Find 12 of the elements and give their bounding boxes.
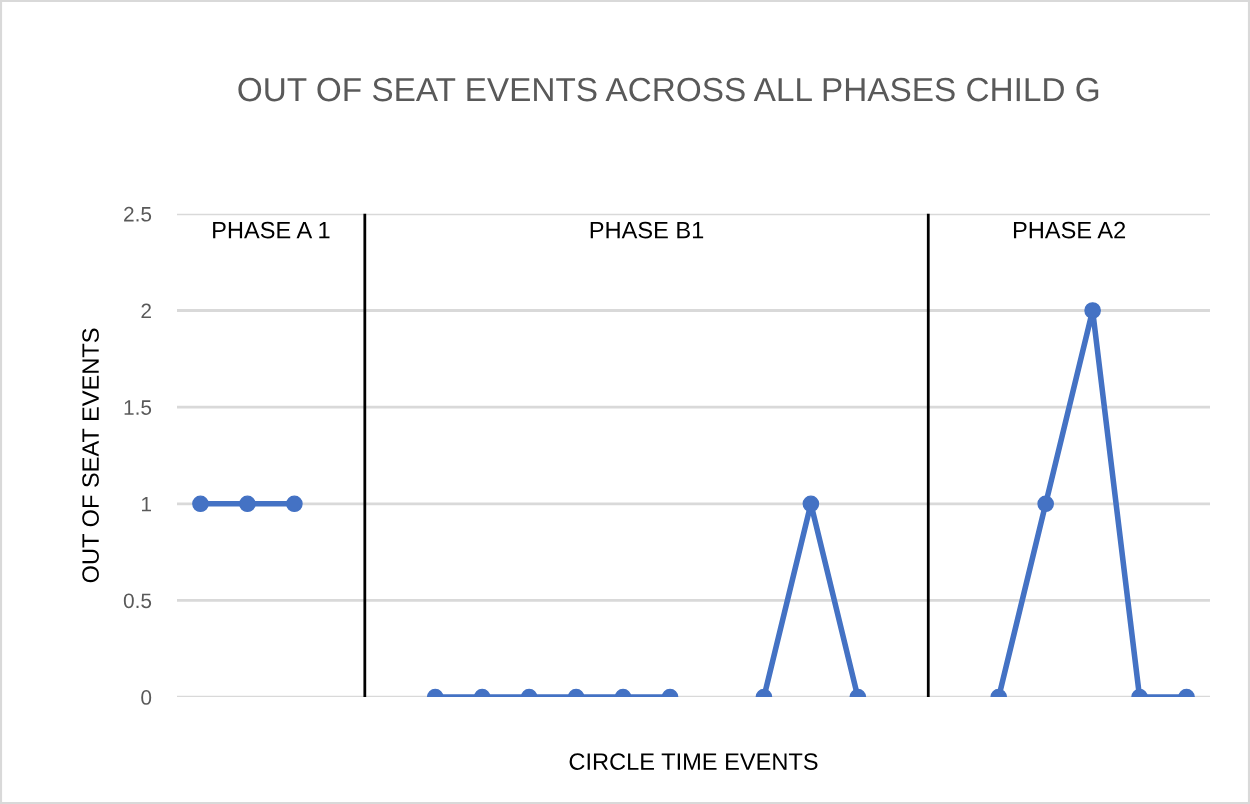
annotation: PHASE A 1 — [213, 221, 330, 239]
y-tick-label: 1.5 — [124, 400, 152, 415]
chart-title: OUT OF SEAT EVENTS ACROSS ALL PHASES CHILD G — [238, 77, 1099, 102]
annotation: PHASE A2 — [1013, 221, 1126, 239]
y-axis-title: OUT OF SEAT EVENTS — [82, 328, 99, 583]
y-tick-label: 2 — [141, 303, 151, 319]
y-tick-label: 2.5 — [124, 206, 152, 222]
annotation: PHASE B1 — [590, 221, 704, 239]
y-tick-label: 0 — [141, 690, 152, 705]
x-axis-title: CIRCLE TIME EVENTS — [569, 753, 818, 770]
y-tick-label: 1 — [142, 497, 151, 512]
y-tick-label: 0.5 — [123, 593, 152, 609]
